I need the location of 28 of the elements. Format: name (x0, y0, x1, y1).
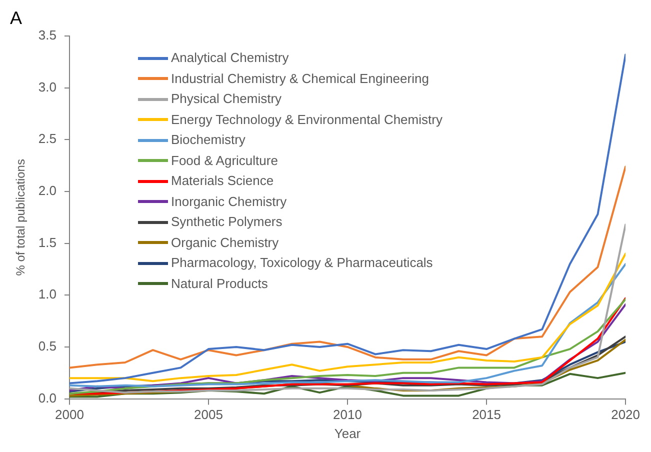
x-tick-label: 2020 (611, 407, 640, 422)
x-tick-label: 2005 (194, 407, 223, 422)
legend-label: Materials Science (171, 172, 274, 190)
legend-label: Analytical Chemistry (171, 49, 289, 67)
legend-label: Synthetic Polymers (171, 213, 282, 231)
legend-label: Energy Technology & Environmental Chemistry (171, 110, 442, 129)
x-tick-label: 2015 (472, 407, 501, 422)
y-tick-label: 0.0 (38, 390, 56, 406)
legend-label: Natural Products (171, 274, 268, 292)
legend-label: Food & Agriculture (171, 152, 278, 170)
y-tick-label: 3.5 (38, 28, 56, 43)
legend-label: Organic Chemistry (171, 234, 279, 252)
legend-label: Inorganic Chemistry (171, 192, 287, 211)
legend-label: Biochemistry (171, 131, 246, 149)
y-tick-label: 2.0 (38, 183, 56, 198)
y-tick-label: 3.0 (38, 79, 56, 94)
x-tick-label: 2010 (333, 407, 362, 422)
y-tick-label: 0.5 (38, 338, 56, 354)
legend-label: Pharmacology, Toxicology & Pharmaceuticals (171, 254, 433, 272)
legend-label: Physical Chemistry (171, 90, 282, 108)
y-tick-label: 1.0 (38, 286, 56, 302)
legend-label: Industrial Chemistry & Chemical Engineering (171, 70, 429, 88)
y-axis-title: % of total publications (14, 159, 28, 276)
y-tick-label: 1.5 (38, 234, 56, 250)
x-tick-label: 2000 (55, 407, 84, 422)
x-axis-title: Year (334, 426, 362, 441)
text: A (10, 8, 22, 29)
y-tick-label: 2.5 (38, 131, 56, 146)
